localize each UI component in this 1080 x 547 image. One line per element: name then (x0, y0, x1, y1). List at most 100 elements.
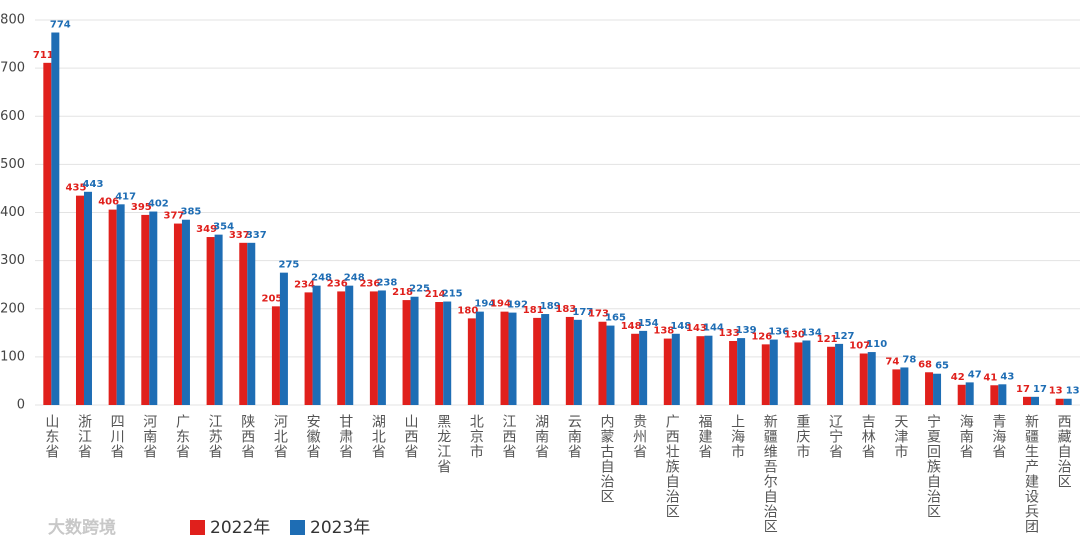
bar (925, 372, 934, 405)
value-label: 337 (246, 230, 267, 241)
value-label: 275 (278, 260, 299, 271)
bar (631, 333, 640, 405)
value-label: 143 (686, 323, 707, 334)
bar (533, 317, 542, 405)
value-label: 236 (327, 278, 348, 289)
bar (900, 367, 909, 405)
bar (794, 342, 803, 405)
value-label: 17 (1016, 384, 1030, 395)
bar (75, 195, 84, 405)
x-tick-label: 浙江省 (76, 414, 92, 459)
value-label: 134 (801, 328, 822, 339)
x-tick-label: 河北省 (272, 414, 288, 459)
value-label: 214 (425, 289, 446, 300)
x-tick-label: 广西壮族自治区 (664, 414, 680, 519)
value-label: 215 (442, 289, 463, 300)
bar (606, 325, 615, 405)
value-label: 148 (621, 321, 642, 332)
bar (1055, 398, 1064, 405)
legend-label: 2023年 (310, 518, 370, 538)
value-label: 68 (918, 359, 932, 370)
x-tick-label: 宁夏回族自治区 (925, 413, 941, 519)
bar (957, 384, 966, 405)
value-label: 139 (736, 325, 757, 336)
value-label: 74 (885, 356, 899, 367)
bar (345, 285, 354, 405)
value-label: 395 (131, 202, 152, 213)
value-label: 165 (605, 313, 626, 324)
value-label: 65 (935, 361, 949, 372)
bar (933, 373, 942, 405)
x-tick-label: 青海省 (990, 414, 1006, 459)
bar (965, 382, 974, 405)
bar (859, 353, 868, 405)
value-label: 121 (817, 334, 838, 345)
value-label: 130 (784, 329, 805, 340)
legend-swatch (190, 520, 205, 535)
watermark: 大数跨境 (48, 517, 116, 538)
bar (598, 321, 607, 405)
value-label: 17 (1033, 384, 1047, 395)
bar (108, 209, 117, 405)
x-tick-label: 吉林省 (860, 414, 876, 459)
value-label: 180 (457, 305, 478, 316)
bar (802, 340, 811, 405)
x-tick-label: 新疆生产建设兵团 (1023, 414, 1039, 534)
bar (271, 306, 280, 405)
value-label: 337 (229, 230, 250, 241)
x-tick-label: 西藏自治区 (1056, 414, 1072, 489)
value-label: 110 (866, 339, 887, 350)
bar (116, 204, 125, 405)
bar (704, 335, 713, 405)
x-tick-label: 广东省 (174, 414, 190, 459)
bar (892, 369, 901, 405)
bar (206, 237, 215, 405)
bar (1031, 396, 1040, 405)
x-tick-label: 天津市 (892, 414, 908, 459)
x-tick-label: 辽宁省 (827, 414, 843, 459)
value-label: 402 (148, 199, 169, 210)
x-tick-label: 甘肃省 (337, 414, 353, 459)
bar (761, 344, 770, 405)
x-tick-label: 黑龙江省 (435, 414, 451, 474)
bar (43, 62, 52, 406)
bar (279, 272, 288, 405)
bar (1023, 396, 1032, 405)
value-label: 148 (670, 321, 691, 332)
x-tick-label: 山西省 (403, 414, 419, 459)
value-label: 205 (261, 293, 282, 304)
bar (737, 338, 746, 405)
value-label: 173 (588, 309, 609, 320)
x-tick-label: 江西省 (501, 414, 517, 459)
bar (639, 330, 648, 405)
value-label: 234 (294, 279, 315, 290)
bar (990, 385, 999, 405)
x-tick-label: 云南省 (566, 414, 582, 459)
x-tick-label: 内蒙古自治区 (598, 414, 614, 504)
bar (565, 316, 574, 405)
y-tick-label: 100 (0, 349, 25, 364)
x-tick-label: 安徽省 (305, 414, 321, 459)
x-tick-label: 河南省 (141, 414, 157, 459)
y-tick-label: 200 (0, 301, 25, 316)
value-label: 126 (751, 331, 772, 342)
bar (573, 319, 582, 405)
value-label: 43 (1000, 371, 1014, 382)
value-label: 417 (115, 191, 136, 202)
x-tick-label: 贵州省 (631, 414, 647, 459)
value-label: 236 (359, 278, 380, 289)
x-tick-label: 山东省 (43, 414, 59, 459)
value-label: 78 (902, 354, 916, 365)
value-label: 194 (490, 299, 511, 310)
x-tick-label: 湖北省 (370, 414, 386, 459)
value-label: 248 (311, 273, 332, 284)
bar (541, 314, 550, 405)
bar (149, 211, 158, 405)
bar (369, 291, 378, 405)
bar (312, 285, 321, 405)
value-label: 349 (196, 224, 217, 235)
bar (729, 340, 738, 405)
value-label: 183 (555, 304, 576, 315)
y-tick-label: 0 (17, 398, 25, 413)
